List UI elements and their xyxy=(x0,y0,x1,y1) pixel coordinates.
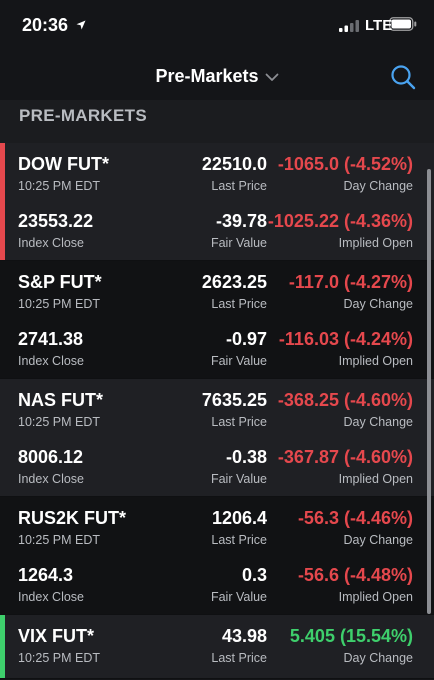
index-close-label: Index Close xyxy=(18,236,85,250)
quote-row: DOW FUT* 10:25 PM EDT 22510.0 Last Price… xyxy=(0,143,434,199)
futures-card-sp[interactable]: S&P FUT* 10:25 PM EDT 2623.25 Last Price… xyxy=(0,261,434,379)
implied-open-value: -116.03 (-4.24%) xyxy=(278,329,413,349)
last-price-label: Last Price xyxy=(211,297,267,311)
location-arrow-icon xyxy=(76,20,86,30)
day-change-label: Day Change xyxy=(343,179,414,193)
day-change-label: Day Change xyxy=(343,297,414,311)
day-change-value: -1065.0 (-4.52%) xyxy=(277,154,413,174)
last-price-value: 43.98 xyxy=(221,626,267,646)
index-close-value: 8006.12 xyxy=(18,447,84,467)
last-price-label: Last Price xyxy=(211,415,267,429)
index-close-label: Index Close xyxy=(18,590,85,604)
instrument-name: S&P FUT* xyxy=(18,272,102,292)
index-row: 2741.38 Index Close -0.97 Fair Value -11… xyxy=(0,318,434,374)
day-change-value: -117.0 (-4.27%) xyxy=(288,272,413,292)
nav-bar: Pre-Markets xyxy=(0,52,434,102)
instrument-name: VIX FUT* xyxy=(18,626,95,646)
implied-open-value: -56.6 (-4.48%) xyxy=(297,565,413,585)
signal-strength-icon xyxy=(339,20,359,32)
last-price-value: 7635.25 xyxy=(201,390,267,410)
quote-time: 10:25 PM EDT xyxy=(18,297,100,311)
futures-card-vix[interactable]: VIX FUT* 10:25 PM EDT 43.98 Last Price 5… xyxy=(0,615,434,679)
index-row: 1264.3 Index Close 0.3 Fair Value -56.6 … xyxy=(0,554,434,610)
quote-time: 10:25 PM EDT xyxy=(18,651,100,665)
status-time: 20:36 xyxy=(22,15,69,35)
fair-value-value: -0.97 xyxy=(225,329,267,349)
search-icon[interactable] xyxy=(390,64,416,90)
fair-value-value: -39.78 xyxy=(215,211,267,231)
last-price-label: Last Price xyxy=(211,651,267,665)
day-change-label: Day Change xyxy=(343,651,414,665)
fair-value-value: -0.38 xyxy=(225,447,267,467)
section-title: PRE-MARKETS xyxy=(19,106,147,125)
index-close-value: 1264.3 xyxy=(18,565,74,585)
implied-open-label: Implied Open xyxy=(338,472,413,486)
day-change-value: 5.405 (15.54%) xyxy=(289,626,413,646)
fair-value-value: 0.3 xyxy=(241,565,267,585)
index-close-value: 2741.38 xyxy=(18,329,84,349)
futures-card-dow[interactable]: DOW FUT* 10:25 PM EDT 22510.0 Last Price… xyxy=(0,143,434,261)
day-change-label: Day Change xyxy=(343,533,414,547)
scrollbar[interactable] xyxy=(427,169,431,614)
fair-value-label: Fair Value xyxy=(210,236,267,250)
implied-open-value: -367.87 (-4.60%) xyxy=(277,447,413,467)
last-price-label: Last Price xyxy=(211,533,267,547)
index-close-value: 23553.22 xyxy=(18,211,94,231)
futures-card-rus2k[interactable]: RUS2K FUT* 10:25 PM EDT 1206.4 Last Pric… xyxy=(0,497,434,615)
quote-time: 10:25 PM EDT xyxy=(18,533,100,547)
trend-indicator-negative xyxy=(0,143,5,260)
quote-time: 10:25 PM EDT xyxy=(18,179,100,193)
day-change-value: -56.3 (-4.46%) xyxy=(297,508,413,528)
implied-open-value: -1025.22 (-4.36%) xyxy=(267,211,413,231)
trend-indicator-positive xyxy=(0,615,5,678)
futures-list: DOW FUT* 10:25 PM EDT 22510.0 Last Price… xyxy=(0,143,434,679)
futures-card-nas[interactable]: NAS FUT* 10:25 PM EDT 7635.25 Last Price… xyxy=(0,379,434,497)
instrument-name: DOW FUT* xyxy=(18,154,109,174)
fair-value-label: Fair Value xyxy=(210,354,267,368)
index-close-label: Index Close xyxy=(18,354,85,368)
instrument-name: RUS2K FUT* xyxy=(18,508,127,528)
quote-row: RUS2K FUT* 10:25 PM EDT 1206.4 Last Pric… xyxy=(0,497,434,553)
battery-icon xyxy=(389,17,417,31)
section-header: PRE-MARKETS xyxy=(0,100,434,143)
network-type: LTE xyxy=(365,17,393,34)
implied-open-label: Implied Open xyxy=(338,236,413,250)
fair-value-label: Fair Value xyxy=(210,590,267,604)
day-change-value: -368.25 (-4.60%) xyxy=(277,390,413,410)
nav-title-dropdown[interactable]: Pre-Markets xyxy=(0,66,434,87)
fair-value-label: Fair Value xyxy=(210,472,267,486)
implied-open-label: Implied Open xyxy=(338,590,413,604)
last-price-value: 2623.25 xyxy=(201,272,267,292)
instrument-name: NAS FUT* xyxy=(18,390,103,410)
chevron-down-icon xyxy=(265,73,278,81)
quote-row: S&P FUT* 10:25 PM EDT 2623.25 Last Price… xyxy=(0,261,434,317)
nav-title-label: Pre-Markets xyxy=(155,66,259,86)
last-price-value: 22510.0 xyxy=(201,154,267,174)
quote-row: NAS FUT* 10:25 PM EDT 7635.25 Last Price… xyxy=(0,379,434,435)
index-row: 23553.22 Index Close -39.78 Fair Value -… xyxy=(0,200,434,256)
index-row: 8006.12 Index Close -0.38 Fair Value -36… xyxy=(0,436,434,492)
quote-time: 10:25 PM EDT xyxy=(18,415,100,429)
quote-row: VIX FUT* 10:25 PM EDT 43.98 Last Price 5… xyxy=(0,615,434,671)
last-price-value: 1206.4 xyxy=(211,508,267,528)
index-close-label: Index Close xyxy=(18,472,85,486)
implied-open-label: Implied Open xyxy=(338,354,413,368)
last-price-label: Last Price xyxy=(211,179,267,193)
status-bar: 20:36 LTE xyxy=(0,0,434,52)
day-change-label: Day Change xyxy=(343,415,414,429)
